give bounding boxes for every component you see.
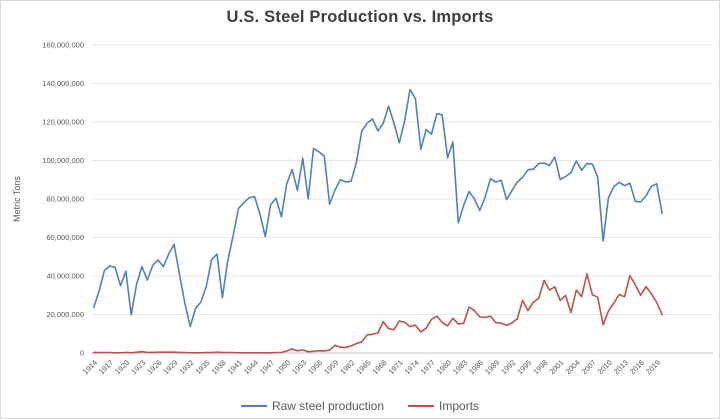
x-tick-label: 1965 [354, 358, 372, 376]
x-tick-label: 1959 [322, 358, 340, 376]
y-tick-label: 0 [80, 349, 84, 358]
legend: Raw steel production Imports [1, 399, 719, 413]
legend-label-imports: Imports [439, 399, 480, 413]
x-tick-label: 1992 [499, 358, 517, 376]
x-tick-label: 2019 [644, 358, 662, 376]
x-tick-label: 1995 [515, 358, 533, 376]
production-line [92, 88, 663, 328]
x-tick-label: 1974 [403, 358, 421, 376]
x-tick-label: 1989 [483, 358, 501, 376]
x-tick-label: 1968 [370, 358, 388, 376]
x-tick-label: 2007 [580, 358, 598, 376]
x-tick-label: 1932 [177, 358, 195, 376]
x-tick-label: 1953 [290, 358, 308, 376]
x-tick-label: 1977 [419, 358, 437, 376]
x-tick-label: 1947 [258, 358, 276, 376]
y-tick-label: 60,000,000 [46, 233, 84, 242]
x-tick-label: 1986 [467, 358, 485, 376]
x-tick-label: 1914 [81, 358, 99, 376]
x-tick-label: 1980 [435, 358, 453, 376]
y-axis-title: Metric Tons [12, 176, 22, 222]
y-tick-label: 80,000,000 [46, 195, 84, 204]
x-tick-label: 2001 [547, 358, 565, 376]
production-line-swatch [240, 404, 267, 408]
x-tick-label: 2004 [564, 358, 582, 376]
y-tick-label: 140,000,000 [42, 79, 84, 88]
x-tick-label: 1938 [210, 358, 228, 376]
x-tick-label: 2016 [628, 358, 646, 376]
x-tick-label: 1923 [129, 358, 147, 376]
x-tick-label: 1926 [145, 358, 163, 376]
x-tick-label: 1929 [161, 358, 179, 376]
imports-line-swatch [408, 404, 435, 408]
x-tick-label: 1962 [338, 358, 356, 376]
y-tick-label: 40,000,000 [46, 272, 84, 281]
x-tick-label: 2010 [596, 358, 614, 376]
x-tick-label: 1950 [274, 358, 292, 376]
x-tick-label: 1971 [387, 358, 405, 376]
x-tick-label: 1944 [242, 358, 260, 376]
legend-item-raw-steel-production: Raw steel production [240, 399, 385, 413]
x-tick-label: 1998 [531, 358, 549, 376]
y-tick-label: 160,000,000 [42, 41, 84, 50]
chart-title: U.S. Steel Production vs. Imports [226, 8, 494, 26]
x-tick-label: 1920 [113, 358, 131, 376]
y-tick-label: 100,000,000 [42, 156, 84, 165]
y-tick-label: 120,000,000 [42, 118, 84, 127]
legend-label-production: Raw steel production [271, 399, 385, 413]
x-tick-label: 1983 [451, 358, 469, 376]
x-tick-label: 1956 [306, 358, 324, 376]
x-tick-label: 2013 [612, 358, 630, 376]
x-tick-label: 1935 [194, 358, 212, 376]
legend-item-imports: Imports [408, 399, 479, 413]
y-tick-label: 20,000,000 [46, 310, 84, 319]
imports-line [92, 273, 663, 354]
x-tick-label: 1941 [226, 358, 244, 376]
x-tick-label: 1917 [97, 358, 115, 376]
